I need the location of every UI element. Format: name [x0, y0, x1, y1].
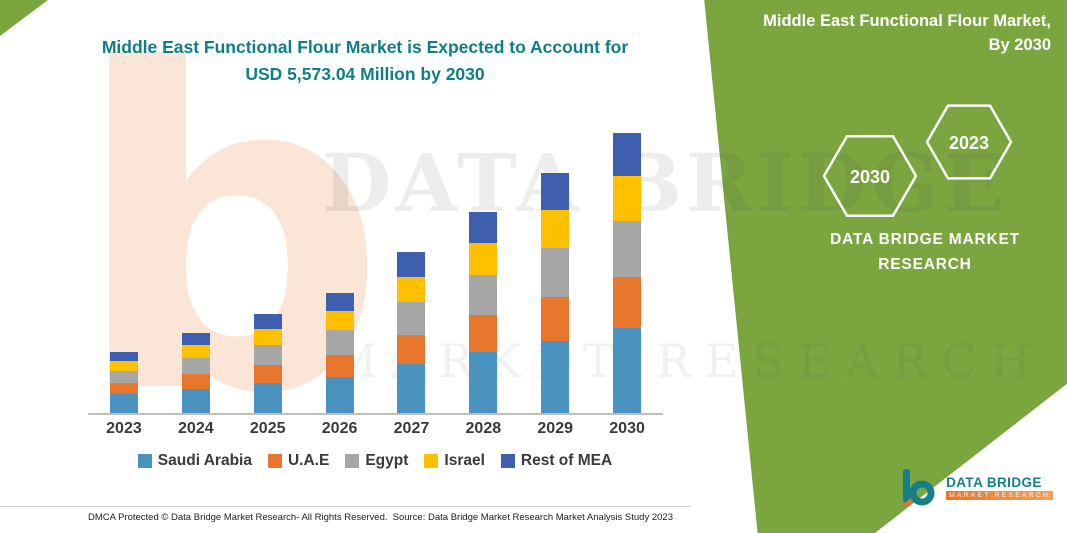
watermark-data-bridge: DATA BRIDGE	[322, 136, 1009, 230]
x-axis-label-2023: 2023	[106, 420, 142, 437]
bar-segment-rest-of-mea	[181, 333, 210, 346]
legend-label: Israel	[444, 452, 485, 469]
data-bridge-logo: DATA BRIDGE MARKET RESEARCH	[898, 467, 1053, 507]
bar-segment-rest-of-mea	[469, 212, 498, 243]
bar-segment-rest-of-mea	[253, 314, 282, 330]
bar-segment-u-a-e	[541, 296, 570, 341]
bar-segment-saudi-arabia	[109, 394, 138, 413]
bar-2028	[469, 212, 498, 413]
chart-title-line2: USD 5,573.04 Million by 2030	[245, 64, 485, 85]
bar-segment-egypt	[613, 221, 642, 278]
bar-segment-saudi-arabia	[325, 376, 354, 413]
hexagon-years-graphic: 2030 2023	[822, 104, 1013, 218]
legend-swatch	[345, 454, 360, 468]
bar-segment-saudi-arabia	[397, 364, 426, 413]
bar-segment-saudi-arabia	[613, 328, 642, 413]
x-axis-label-2024: 2024	[178, 420, 214, 437]
hexagon-2023	[925, 104, 1013, 180]
x-axis-label-2029: 2029	[537, 420, 573, 437]
legend-swatch	[267, 454, 282, 468]
logo-text: DATA BRIDGE MARKET RESEARCH	[946, 475, 1053, 500]
bar-segment-rest-of-mea	[109, 351, 138, 362]
x-axis-label-2028: 2028	[465, 420, 502, 437]
source-text: Source: Data Bridge Market Research Mark…	[392, 512, 673, 523]
bar-segment-egypt	[253, 345, 282, 366]
bar-segment-egypt	[397, 302, 426, 335]
logo-subtitle: MARKET RESEARCH	[946, 490, 1053, 500]
panel-title: Middle East Functional Flour Market, By …	[721, 10, 1051, 58]
x-axis-label-2030: 2030	[609, 420, 645, 437]
bar-segment-egypt	[541, 248, 570, 297]
bar-segment-egypt	[469, 275, 498, 316]
bar-segment-israel	[109, 361, 138, 371]
bar-segment-israel	[613, 176, 642, 222]
bar-segment-u-a-e	[397, 334, 426, 365]
bar-segment-saudi-arabia	[541, 340, 570, 413]
bar-segment-israel	[325, 310, 354, 331]
panel-brand-text: DATA BRIDGE MARKET RESEARCH	[830, 231, 1020, 273]
bar-segment-rest-of-mea	[325, 292, 354, 311]
bar-segment-u-a-e	[613, 277, 642, 329]
legend-item-saudi-arabia: Saudi Arabia	[137, 452, 252, 470]
hexagon-2023-label: 2023	[949, 133, 989, 153]
bar-segment-saudi-arabia	[469, 352, 498, 413]
legend-swatch	[137, 454, 152, 468]
bar-segment-saudi-arabia	[253, 383, 282, 413]
bar-segment-israel	[397, 276, 426, 303]
bar-2029	[541, 173, 570, 413]
bar-2026	[325, 292, 354, 413]
data-bridge-b-icon	[903, 469, 935, 506]
legend-label: Egypt	[365, 452, 409, 469]
bar-segment-saudi-arabia	[181, 388, 210, 413]
bar-segment-u-a-e	[469, 315, 498, 353]
corner-triangle-decoration	[0, 0, 48, 36]
hexagon-2030	[822, 134, 918, 218]
legend-item-rest-of-mea: Rest of MEA	[500, 452, 613, 470]
bar-segment-israel	[181, 345, 210, 359]
legend-label: Rest of MEA	[520, 452, 613, 469]
legend-label: Saudi Arabia	[157, 452, 252, 469]
x-axis-label-2027: 2027	[393, 420, 430, 437]
watermark-market-research: MARKET RESEARCH	[330, 334, 1045, 388]
x-axis-label-2025: 2025	[249, 420, 286, 437]
logo-name: DATA BRIDGE	[946, 474, 1042, 490]
legend-item-israel: Israel	[424, 452, 485, 470]
bar-2027	[397, 251, 426, 413]
bar-segment-rest-of-mea	[541, 173, 570, 211]
bar-2025	[253, 314, 282, 413]
bar-segment-rest-of-mea	[613, 133, 642, 177]
bar-segment-u-a-e	[253, 365, 282, 384]
legend-label: U.A.E	[287, 452, 330, 469]
x-axis-labels: 2023 2024 2025 2026 2027 2028 2029 2030	[88, 420, 663, 438]
bar-segment-u-a-e	[325, 354, 354, 377]
chart-title: Middle East Functional Flour Market is E…	[50, 34, 680, 88]
bar-segment-egypt	[325, 330, 354, 355]
bar-segment-egypt	[109, 370, 138, 384]
bar-segment-israel	[253, 329, 282, 346]
bar-segment-u-a-e	[181, 374, 210, 389]
bar-segment-rest-of-mea	[397, 251, 426, 277]
hexagon-2030-label: 2030	[850, 167, 890, 187]
chart-title-line1: Middle East Functional Flour Market is E…	[101, 37, 629, 57]
bar-2030	[613, 133, 642, 413]
x-axis-label-2026: 2026	[321, 420, 358, 437]
chart-legend: Saudi Arabia U.A.E Egypt Israel Rest of MEA	[55, 452, 695, 470]
legend-swatch	[424, 454, 439, 468]
panel-title-line1: Middle East Functional Flour Market,	[763, 12, 1051, 30]
legend-swatch	[500, 454, 515, 468]
bar-2023	[109, 351, 138, 413]
bar-segment-egypt	[181, 358, 210, 375]
footer: DMCA Protected © Data Bridge Market Rese…	[88, 512, 673, 523]
legend-item-egypt: Egypt	[345, 452, 408, 470]
legend-item-u-a-e: U.A.E	[267, 452, 330, 470]
bar-segment-israel	[469, 242, 498, 276]
dmca-text: DMCA Protected © Data Bridge Market Rese…	[88, 512, 388, 523]
bar-2024	[181, 333, 210, 413]
footer-divider	[0, 506, 690, 507]
panel-title-line2: By 2030	[988, 35, 1051, 54]
bar-segment-israel	[541, 210, 570, 249]
stacked-bar-plot	[88, 132, 663, 415]
bar-segment-u-a-e	[109, 383, 138, 395]
